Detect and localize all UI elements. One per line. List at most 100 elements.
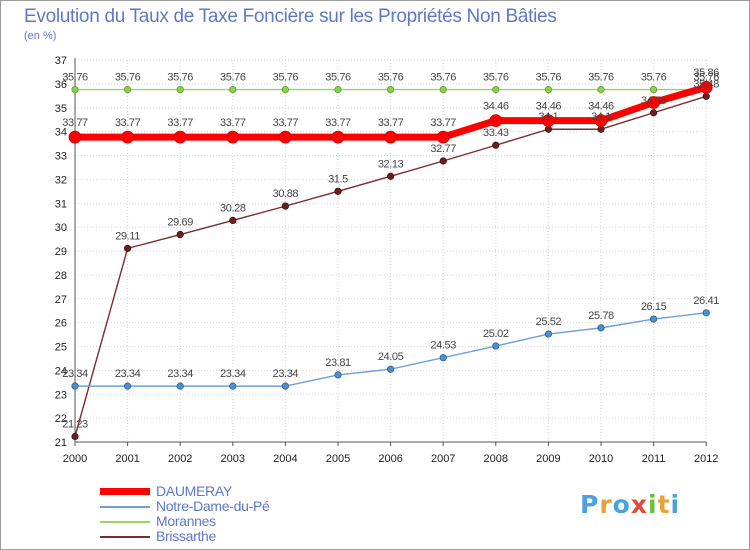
- point-morannes-2001: [124, 86, 132, 94]
- point-notre-dame-du-pe-2007: [439, 354, 447, 362]
- data-label-morannes-2011: 35.76: [641, 72, 667, 84]
- legend-label-morannes: Morannes: [156, 513, 216, 529]
- point-morannes-2003: [229, 86, 237, 94]
- y-tick-label-26: 26: [55, 318, 67, 330]
- point-daumeray-2010: [594, 114, 608, 128]
- point-notre-dame-du-pe-2009: [544, 330, 553, 338]
- data-label-brissarthe-2009: 34.1: [538, 111, 558, 123]
- point-brissarthe-2012: [702, 92, 710, 100]
- data-label-notre-dame-du-pe-2005: 23.81: [325, 357, 351, 369]
- data-label-daumeray-2010: 34.46: [588, 101, 614, 113]
- point-notre-dame-du-pe-2003: [229, 382, 237, 390]
- y-tick-label-24: 24: [55, 365, 67, 377]
- x-tick-label-2000: 2000: [63, 453, 87, 465]
- logo-letter: P: [580, 490, 600, 519]
- data-label-notre-dame-du-pe-2001: 23.34: [115, 368, 141, 380]
- data-label-brissarthe-2012: 35.48: [693, 78, 719, 90]
- y-tick-label-21: 21: [55, 437, 67, 449]
- proxiti-logo: Proxiti: [580, 490, 680, 519]
- data-label-daumeray-2012: 35.86: [693, 67, 719, 79]
- data-label-brissarthe-2005: 31.5: [328, 173, 348, 185]
- point-brissarthe-2003: [229, 216, 237, 225]
- y-tick-label-25: 25: [55, 342, 67, 354]
- point-daumeray-2011: [647, 96, 660, 109]
- data-label-notre-dame-du-pe-2007: 24.53: [430, 340, 456, 352]
- data-label-brissarthe-2004: 30.88: [273, 188, 299, 200]
- data-label-morannes-2008: 35.76: [483, 72, 509, 84]
- x-tick-label-2009: 2009: [536, 453, 560, 465]
- y-tick-label-27: 27: [55, 294, 67, 306]
- data-label-notre-dame-du-pe-2008: 25.02: [483, 328, 509, 340]
- data-label-daumeray-2007: 33.77: [430, 117, 456, 129]
- series-points: [68, 80, 713, 441]
- point-daumeray-2008: [489, 114, 503, 128]
- point-brissarthe-2008: [492, 141, 500, 149]
- data-label-morannes-2003: 35.76: [220, 72, 246, 84]
- point-daumeray-2002: [173, 130, 187, 144]
- point-brissarthe-2004: [281, 202, 289, 210]
- logo-letter: x: [630, 490, 648, 519]
- point-morannes-2000: [71, 86, 79, 94]
- x-tick-label-2011: 2011: [642, 453, 666, 465]
- data-label-morannes-2001: 35.76: [115, 72, 141, 84]
- data-label-notre-dame-du-pe-2010: 25.78: [588, 310, 614, 322]
- x-tick-label-2001: 2001: [115, 453, 139, 465]
- tick-labels: 21 22 23 24 25 26 27 28 29 30 31 32 33 34 35 36 37 2000 20…: [55, 55, 719, 465]
- legend-entry-daumeray: DAUMERAY: [100, 484, 340, 499]
- point-daumeray-2007: [436, 130, 450, 144]
- line-chart: 35.76 35.76 35.76 35.76 35.76 35.76 35.76 35.76…: [55, 55, 720, 465]
- y-tick-label-30: 30: [55, 222, 67, 234]
- point-daumeray-2003: [226, 130, 240, 144]
- logo-letter: i: [648, 490, 658, 519]
- point-brissarthe-2002: [176, 230, 184, 239]
- data-label-morannes-2007: 35.76: [430, 72, 456, 84]
- x-tick-label-2006: 2006: [378, 453, 402, 465]
- point-daumeray-2009: [542, 114, 555, 128]
- legend: DAUMERAY Notre-Dame-du-Pé Morannes Briss…: [100, 484, 340, 544]
- data-label-morannes-2006: 35.76: [378, 72, 404, 84]
- y-tick-label-22: 22: [55, 413, 67, 425]
- y-tick-label-28: 28: [55, 270, 67, 282]
- point-notre-dame-du-pe-2002: [176, 382, 184, 390]
- legend-entry-brissarthe: Brissarthe: [100, 529, 340, 544]
- data-label-daumeray-2000: 33.77: [62, 117, 88, 129]
- point-notre-dame-du-pe-2005: [334, 371, 342, 379]
- point-notre-dame-du-pe-2012: [702, 309, 710, 317]
- data-label-brissarthe-2007: 32.77: [430, 143, 456, 155]
- data-label-brissarthe-2002: 29.69: [167, 217, 193, 229]
- data-label-morannes-2009: 35.76: [536, 72, 562, 84]
- legend-swatch-brissarthe: [100, 536, 150, 538]
- y-tick-label-36: 36: [55, 79, 67, 91]
- y-tick-label-31: 31: [55, 198, 67, 210]
- y-tick-label-35: 35: [55, 103, 67, 115]
- data-label-daumeray-2001: 33.77: [115, 117, 141, 129]
- chart-subtitle: (en %): [24, 30, 57, 42]
- x-tick-label-2005: 2005: [326, 453, 350, 465]
- logo-letter: t: [657, 490, 671, 519]
- data-label-notre-dame-du-pe-2002: 23.34: [167, 368, 193, 380]
- point-morannes-2004: [281, 86, 289, 94]
- point-notre-dame-du-pe-2000: [71, 382, 79, 390]
- y-tick-label-23: 23: [55, 389, 67, 401]
- legend-entry-morannes: Morannes: [100, 514, 340, 529]
- y-tick-label-32: 32: [55, 174, 67, 186]
- point-morannes-2011: [649, 86, 658, 94]
- chart-title: Evolution du Taux de Taxe Foncière sur l…: [24, 6, 557, 27]
- legend-swatch-daumeray: [100, 488, 150, 495]
- data-label-brissarthe-2008: 33.43: [483, 127, 509, 139]
- point-daumeray-2000: [68, 130, 82, 144]
- y-tick-label-37: 37: [55, 55, 67, 67]
- point-daumeray-2001: [121, 130, 134, 144]
- x-tick-label-2008: 2008: [484, 453, 508, 465]
- point-notre-dame-du-pe-2011: [649, 315, 658, 323]
- point-daumeray-2006: [384, 130, 398, 144]
- point-morannes-2006: [386, 86, 395, 94]
- legend-swatch-morannes: [100, 521, 150, 523]
- point-brissarthe-2007: [439, 157, 447, 165]
- point-morannes-2009: [544, 86, 553, 94]
- point-daumeray-2005: [331, 130, 345, 144]
- y-tick-label-29: 29: [55, 246, 67, 258]
- data-label-morannes-2005: 35.76: [325, 72, 351, 84]
- data-label-daumeray-2003: 33.77: [220, 117, 246, 129]
- data-labels: 35.76 35.76 35.76 35.76 35.76 35.76 35.76 35.76…: [62, 67, 719, 430]
